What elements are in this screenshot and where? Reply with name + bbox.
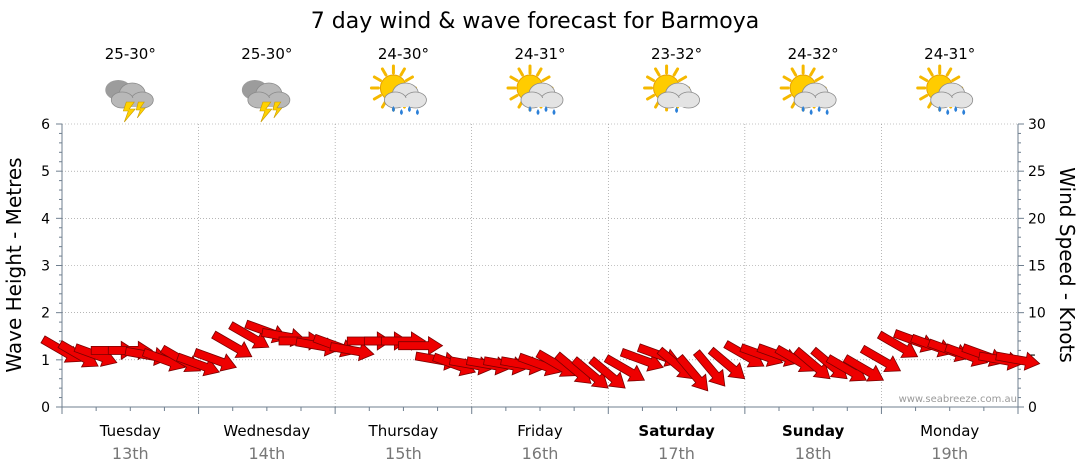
wind-arrow xyxy=(842,354,885,382)
wind-arrow xyxy=(603,354,646,382)
sun-cloud-rain-icon xyxy=(506,64,564,115)
right-tick-label: 25 xyxy=(1028,164,1046,180)
wind-arrow xyxy=(193,348,238,372)
thunderstorm-icon xyxy=(241,80,291,123)
sun-cloud-drizzle-icon xyxy=(643,64,700,113)
left-tick-label: 6 xyxy=(41,117,50,133)
chart-grid xyxy=(56,123,1024,414)
left-axis-label: Wave Height - Metres xyxy=(2,157,26,372)
right-tick-label: 30 xyxy=(1028,117,1046,133)
right-tick-label: 15 xyxy=(1028,259,1046,275)
wind-arrow xyxy=(707,346,746,380)
wind-arrow xyxy=(692,349,726,387)
temperature-row: 25-30° 25-30° 24-30° 24-31° 23-32° 24-32° 24-3… xyxy=(105,45,976,63)
day-date-label: 19th xyxy=(931,444,968,463)
day-name-label: Friday xyxy=(517,422,563,440)
day-date-label: 14th xyxy=(248,444,285,463)
wind-arrow xyxy=(588,356,626,389)
day-date-label: 13th xyxy=(112,444,149,463)
day-date-label: 17th xyxy=(658,444,695,463)
left-tick-label: 0 xyxy=(41,400,50,416)
temperature-range-label: 25-30° xyxy=(241,45,292,63)
temperature-range-label: 25-30° xyxy=(105,45,156,63)
left-axis-ticks: 0 1 2 3 4 5 6 xyxy=(41,117,50,416)
day-name-label: Saturday xyxy=(638,422,715,440)
sun-cloud-rain-icon xyxy=(916,64,974,115)
day-name-label: Monday xyxy=(920,422,979,440)
watermark: www.seabreeze.com.au xyxy=(899,394,1017,405)
left-tick-label: 3 xyxy=(41,259,50,275)
wind-arrow xyxy=(211,330,253,358)
right-tick-label: 20 xyxy=(1028,211,1046,227)
chart-title: 7 day wind & wave forecast for Barmoya xyxy=(311,9,759,34)
temperature-range-label: 24-30° xyxy=(378,45,429,63)
day-name-label: Wednesday xyxy=(223,422,310,440)
right-axis-ticks: 051015202530 xyxy=(1028,117,1046,416)
weather-icon-row xyxy=(105,64,974,123)
sun-cloud-rain-icon xyxy=(779,64,837,115)
left-tick-label: 5 xyxy=(41,164,50,180)
wind-arrow xyxy=(675,353,709,392)
right-tick-label: 0 xyxy=(1028,400,1037,416)
day-name-label: Thursday xyxy=(368,422,439,440)
day-name-label: Sunday xyxy=(782,422,845,440)
wind-arrow xyxy=(995,351,1041,371)
temperature-range-label: 24-32° xyxy=(788,45,839,63)
day-labels: Tuesday 13th Wednesday 14th Thursday 15th Frid… xyxy=(99,422,980,463)
wind-arrow-series xyxy=(40,319,1041,392)
day-date-label: 15th xyxy=(385,444,422,463)
right-axis-label: Wind Speed - Knots xyxy=(1055,167,1079,363)
right-tick-label: 10 xyxy=(1028,306,1046,322)
temperature-range-label: 24-31° xyxy=(514,45,565,63)
day-date-label: 18th xyxy=(795,444,832,463)
left-tick-label: 1 xyxy=(41,353,50,369)
temperature-range-label: 24-31° xyxy=(924,45,975,63)
day-name-label: Tuesday xyxy=(99,422,161,440)
thunderstorm-icon xyxy=(105,80,154,123)
sun-cloud-rain-icon xyxy=(369,64,427,115)
left-tick-label: 2 xyxy=(41,306,50,322)
day-date-label: 16th xyxy=(522,444,559,463)
wind-arrow xyxy=(859,344,902,373)
left-tick-label: 4 xyxy=(41,211,50,227)
temperature-range-label: 23-32° xyxy=(651,45,702,63)
